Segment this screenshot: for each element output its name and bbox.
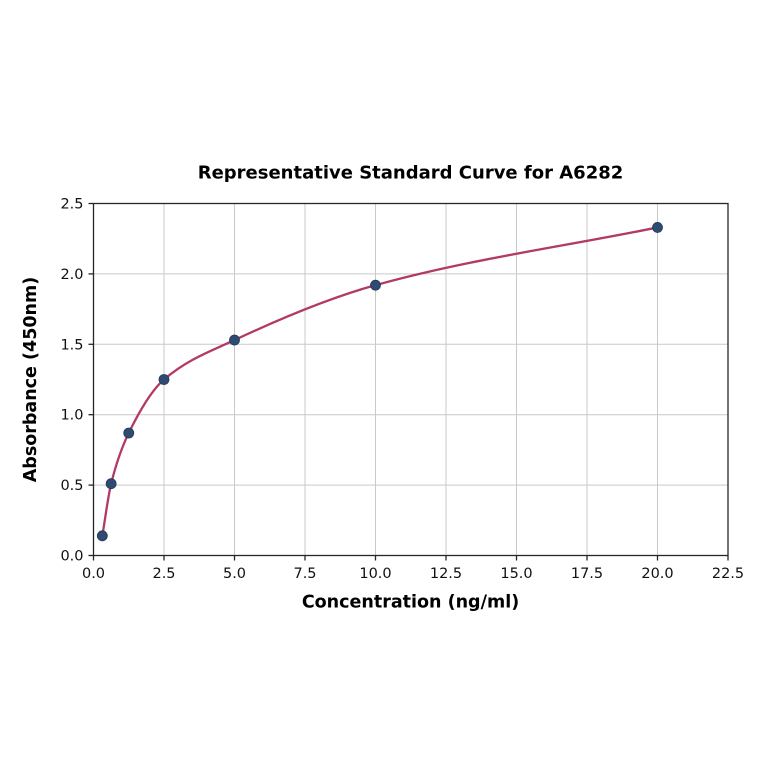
x-tick-label: 0.0: [82, 566, 105, 582]
x-tick-label: 15.0: [500, 566, 532, 582]
y-tick-label: 1.5: [60, 337, 83, 353]
data-point: [370, 279, 381, 291]
y-axis-label: Absorbance (450nm): [21, 277, 41, 483]
data-point: [123, 427, 135, 439]
y-tick-label: 1.0: [60, 408, 83, 424]
x-tick-label: 5.0: [223, 566, 246, 582]
x-tick-label: 12.5: [430, 566, 462, 582]
x-tick-label: 2.5: [152, 566, 175, 582]
x-tick-label: 7.5: [293, 566, 316, 582]
data-points: [96, 222, 663, 542]
tick-labels: 0.0 2.5 5.0 7.5 10.0 12.5 15.0 17.5 20.0 22.5 0.0 0…: [60, 197, 744, 583]
y-tick-label: 0.0: [60, 549, 83, 565]
data-point: [229, 334, 240, 346]
x-axis-label: Concentration (ng/ml): [302, 593, 519, 613]
data-point: [105, 478, 117, 490]
x-tick-label: 17.5: [571, 566, 603, 582]
fit-curve: [101, 226, 659, 537]
x-tick-label: 20.0: [641, 566, 673, 582]
chart-title: Representative Standard Curve for A6282: [198, 163, 624, 184]
x-tick-label: 10.0: [359, 566, 391, 582]
data-point: [158, 374, 170, 385]
gridlines: [93, 203, 729, 556]
data-layer: [96, 222, 663, 542]
axes-layer: [88, 202, 729, 561]
plot-spines: [92, 202, 729, 557]
y-tick-label: 2.0: [60, 267, 83, 283]
data-point: [96, 530, 108, 542]
y-tick-label: 0.5: [60, 478, 83, 494]
y-tick-label: 2.5: [60, 197, 83, 213]
data-point: [652, 222, 663, 233]
x-tick-label: 22.5: [712, 566, 744, 582]
